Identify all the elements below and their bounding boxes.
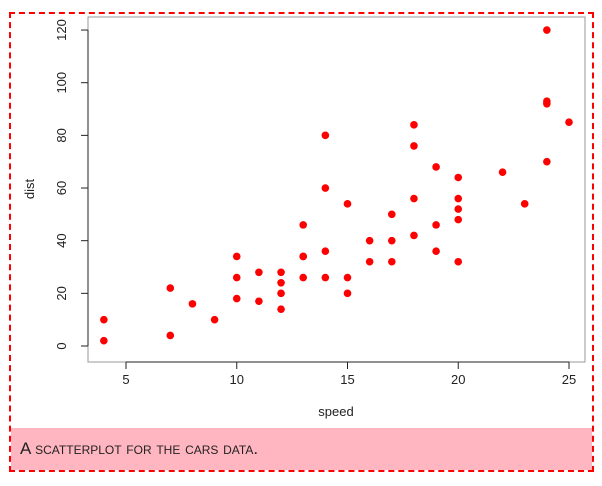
data-point [543, 157, 551, 166]
data-point [277, 289, 285, 298]
x-tick-label: 5 [122, 372, 129, 387]
data-point [299, 252, 308, 261]
data-point [232, 252, 241, 261]
plot-box [87, 16, 586, 363]
y-axis-label: dist [22, 178, 37, 199]
x-tick-label: 20 [451, 372, 465, 387]
data-point [255, 268, 263, 277]
data-point [454, 173, 463, 182]
y-tick-label: 120 [54, 19, 69, 41]
data-point [454, 205, 463, 213]
y-tick-label: 100 [54, 72, 69, 94]
data-point [277, 268, 285, 277]
data-point [321, 273, 330, 282]
data-point [255, 297, 263, 306]
y-tick-label: 60 [54, 181, 69, 195]
y-tick-label: 0 [54, 342, 69, 349]
data-point [410, 231, 418, 240]
data-point [277, 279, 285, 287]
y-tick-label: 40 [54, 233, 69, 247]
points [100, 26, 573, 345]
x-tick-label: 15 [340, 372, 354, 387]
data-point [277, 305, 285, 313]
data-point [410, 121, 418, 129]
data-point [410, 194, 418, 203]
data-point [543, 26, 551, 34]
data-point [299, 273, 308, 282]
x-tick-label: 25 [562, 372, 576, 387]
data-point [232, 294, 241, 303]
data-point [388, 257, 396, 266]
data-point [410, 142, 418, 150]
data-point [454, 257, 463, 266]
data-point [520, 200, 529, 208]
data-point [365, 257, 374, 266]
data-point [188, 300, 197, 308]
data-point [388, 210, 396, 219]
data-point [432, 163, 440, 171]
data-point [100, 336, 108, 345]
data-point [321, 131, 330, 140]
figure-caption-bar: A scatterplot for the cars data. [11, 428, 592, 470]
figure-frame [9, 12, 594, 472]
y-tick-label: 80 [54, 128, 69, 142]
x-axis-label: speed [318, 404, 353, 419]
data-point [388, 236, 396, 245]
data-point [343, 200, 352, 208]
data-point [100, 315, 108, 324]
data-point [210, 315, 219, 324]
data-point [343, 289, 352, 298]
data-point [565, 118, 573, 126]
data-point [365, 236, 374, 245]
data-point [343, 273, 352, 282]
data-point [166, 331, 175, 340]
data-point [232, 273, 241, 282]
data-point [166, 284, 175, 292]
data-point [321, 247, 330, 256]
data-point [432, 221, 440, 229]
data-point [432, 247, 440, 256]
data-point [543, 97, 551, 105]
data-point [321, 184, 330, 192]
data-point [299, 221, 308, 229]
y-tick-label: 20 [54, 286, 69, 300]
data-point [454, 194, 463, 203]
y-axis: 0 20 40 60 80 100 120 [54, 19, 89, 350]
x-tick-label: 10 [230, 372, 244, 387]
figure-caption: A scatterplot for the cars data. [20, 439, 259, 458]
data-point [454, 215, 463, 224]
data-point [498, 168, 507, 177]
x-axis: 5 10 15 20 25 [122, 361, 576, 387]
